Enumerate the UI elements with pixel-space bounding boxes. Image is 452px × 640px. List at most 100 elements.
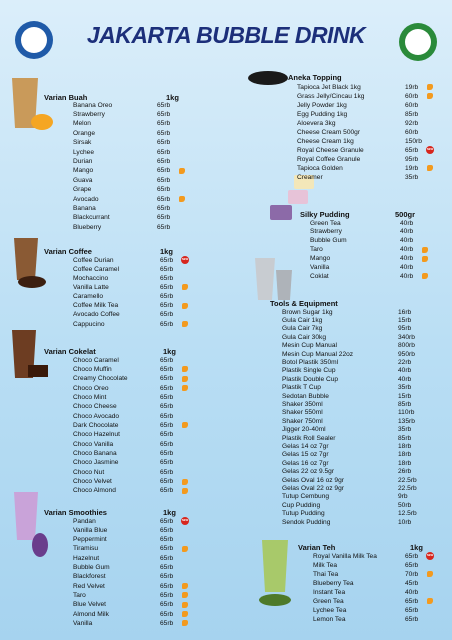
item-name: Botol Plastik 350ml xyxy=(282,358,339,366)
item-price: 9rb xyxy=(398,493,408,501)
thumbs-up-icon xyxy=(182,592,188,599)
item-name: Gula Cair 30kg xyxy=(282,333,326,341)
item-price: 65rb xyxy=(160,459,174,467)
thumbs-up-icon xyxy=(182,366,188,373)
logo-left-inner xyxy=(21,27,47,53)
item-price: 65rb xyxy=(157,129,171,137)
item-name: Choco Oreo xyxy=(73,384,109,392)
item-name: Grape xyxy=(73,186,92,194)
section-title: Varian Teh xyxy=(298,542,336,552)
item-name: Gelas 16 oz 7gr xyxy=(282,459,329,467)
item-price: 65rb xyxy=(160,554,174,562)
drink-cup xyxy=(12,78,38,128)
item-price: 65rb xyxy=(157,223,171,231)
item-name: Strawberry xyxy=(73,110,105,118)
thumbs-up-icon xyxy=(182,620,188,627)
item-price: 18rb xyxy=(398,451,412,459)
item-name: Gelas Oval 16 oz 9gr xyxy=(282,476,344,484)
item-name: Sendok Pudding xyxy=(282,518,331,526)
item-price: 65rb xyxy=(160,591,174,599)
item-price: 65rb xyxy=(405,615,419,623)
item-price: 85rb xyxy=(398,434,412,442)
item-name: Choco Banana xyxy=(73,450,117,457)
thumbs-up-icon xyxy=(182,478,188,485)
thumbs-up-icon xyxy=(182,385,188,392)
item-name: Choco Velvet xyxy=(73,478,112,486)
coffee-beans xyxy=(18,276,46,288)
item-price: 65rb xyxy=(157,148,171,156)
item-name: Shaker 750ml xyxy=(282,417,323,425)
item-name: Taro xyxy=(73,591,86,599)
item-price: 65rb xyxy=(160,440,174,448)
thumbs-up-icon xyxy=(179,196,185,202)
item-price: 18rb xyxy=(398,442,412,450)
thumbs-up-icon xyxy=(179,167,185,174)
item-price: 65rb xyxy=(160,265,174,273)
item-price: 60rb xyxy=(405,128,419,136)
item-price: 65rb xyxy=(160,320,174,328)
item-price: 70rb xyxy=(405,570,419,578)
item-name: Bubble Gum xyxy=(73,564,110,571)
item-price: 22.5rb xyxy=(398,476,417,484)
item-name: Plastik Double Cup xyxy=(282,375,339,383)
item-price: 40rb xyxy=(405,588,419,596)
item-name: Plastik Single Cup xyxy=(282,367,336,375)
item-name: Mesin Cup Manual 22oz xyxy=(282,350,354,358)
item-price: 65rb xyxy=(157,139,171,147)
thumbs-up-icon xyxy=(182,375,188,382)
item-name: Choco Nut xyxy=(73,468,105,476)
item-name: Sedotan Bubble xyxy=(282,392,329,400)
item-price: 65rb xyxy=(160,610,174,618)
item-price: 65rb xyxy=(160,601,174,609)
item-price: 65rb xyxy=(160,517,174,525)
item-price: 65rb xyxy=(160,545,174,553)
item-name: Grass Jelly/Cincau 1kg xyxy=(297,92,365,100)
item-price: 15rb xyxy=(398,392,412,400)
section-unit: 1kg xyxy=(163,346,176,356)
item-price: 26rb xyxy=(398,468,412,476)
item-price: 19rb xyxy=(405,164,419,172)
item-name: Choco Muffin xyxy=(73,365,112,373)
thumbs-up-icon xyxy=(422,255,428,262)
item-price: 85rb xyxy=(405,110,419,118)
item-name: Jelly Powder 1kg xyxy=(297,101,347,109)
item-price: 40rb xyxy=(400,264,414,271)
pudding-cup xyxy=(270,205,292,220)
item-price: 40rb xyxy=(400,272,414,280)
item-price: 65rb xyxy=(405,552,419,560)
new-badge: NEW xyxy=(181,256,189,264)
item-price: 65rb xyxy=(160,564,174,571)
item-name: Banana Oreo xyxy=(73,101,113,109)
item-name: Vanilla Latte xyxy=(73,283,109,291)
section-title: Aneka Topping xyxy=(288,72,342,82)
item-name: Choco Jasmine xyxy=(73,459,119,467)
item-price: 85rb xyxy=(398,400,412,408)
item-price: 65rb xyxy=(157,204,171,212)
thumbs-up-icon xyxy=(182,487,188,494)
item-name: Dark Chocolate xyxy=(73,421,119,429)
thumbs-up-icon xyxy=(422,246,428,253)
item-price: 65rb xyxy=(160,526,174,534)
item-price: 35rb xyxy=(398,426,412,434)
section-unit: 500gr xyxy=(395,209,416,219)
section-title: Varian Buah xyxy=(44,92,88,102)
item-name: Cheese Cream 500gr xyxy=(297,128,361,136)
section-title: Silky Pudding xyxy=(300,209,350,219)
item-name: Choco Caramel xyxy=(73,356,119,364)
item-price: 95rb xyxy=(398,325,412,333)
item-name: Bubble Gum xyxy=(310,237,347,245)
item-price: 65rb xyxy=(157,167,171,175)
item-name: Gelas 22 oz 9.5gr xyxy=(282,468,335,476)
item-price: 65rb xyxy=(160,487,174,495)
item-name: Choco Mint xyxy=(73,393,107,401)
item-name: Choco Hazelnut xyxy=(73,431,120,439)
item-name: Egg Pudding 1kg xyxy=(297,110,348,118)
item-price: 12.5rb xyxy=(398,510,417,518)
item-name: Pandan xyxy=(73,517,96,525)
item-price: 65rb xyxy=(160,582,174,590)
section-unit: 1kg xyxy=(410,542,423,552)
section-title: Tools & Equipment xyxy=(270,298,338,308)
item-name: Caramello xyxy=(73,293,104,301)
item-name: Plastik T Cup xyxy=(282,384,321,392)
